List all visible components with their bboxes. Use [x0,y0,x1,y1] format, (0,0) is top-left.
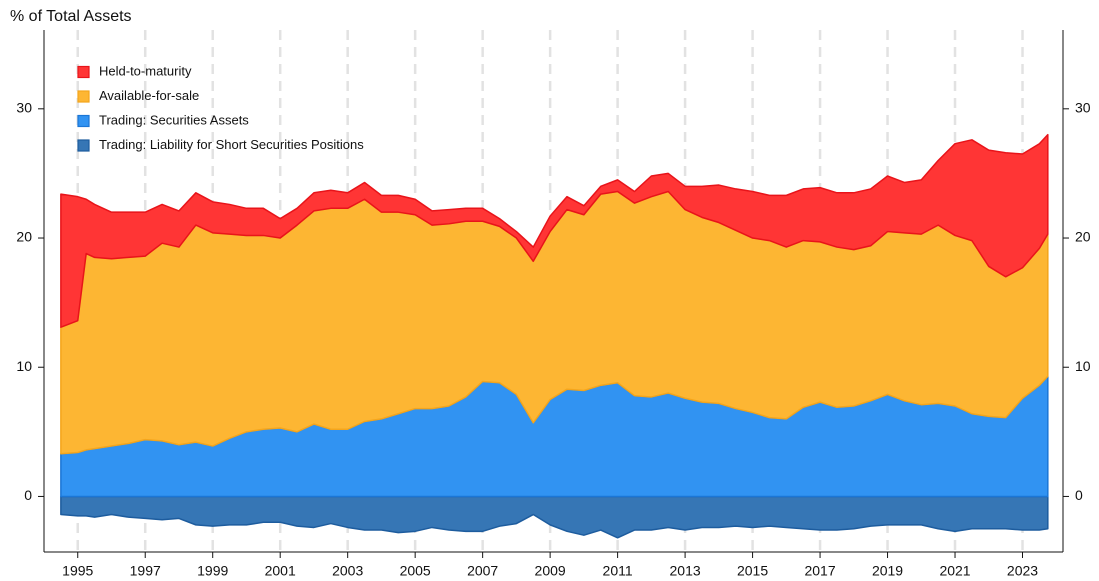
y2-tick-label: 0 [1075,487,1083,503]
x-tick-label: 2013 [670,563,701,579]
legend-swatch [77,65,90,79]
area [60,133,1049,328]
y-tick-label: 20 [16,229,32,245]
x-tick-label: 2001 [265,563,296,579]
y-tick-label: 10 [16,358,32,374]
y2-tick-label: 10 [1075,358,1091,374]
legend-swatch [77,139,90,152]
legend-label: Trading: Liability for Short Securities … [99,137,364,152]
y-tick-label: 0 [24,487,32,503]
legend: Held-to-maturity Available-for-sale Tradin… [77,63,364,152]
plot-area [60,133,1049,539]
x-tick-label: 2023 [1007,563,1038,579]
x-tick-label: 1995 [62,563,93,579]
area [60,495,1049,539]
y-tick-label: 30 [16,100,32,116]
legend-label: Trading: Securities Assets [99,112,249,127]
x-tick-label: 2015 [737,563,768,579]
x-tick-label: 1999 [197,563,228,579]
legend-label: Available-for-sale [99,88,199,103]
x-tick-label: 2019 [872,563,903,579]
legend-swatch [77,114,90,128]
y-axis-title: % of Total Assets [10,8,132,25]
x-tick-label: 2017 [804,563,835,579]
x-tick-label: 2009 [535,563,566,579]
x-tick-label: 1997 [130,563,161,579]
x-tick-label: 2007 [467,563,498,579]
legend-label: Held-to-maturity [99,63,192,78]
axes: 1995 1997 1999 2001 2003 2005 2007 2009 2011 2013… [16,30,1091,579]
x-tick-label: 2011 [603,563,633,579]
x-tick-label: 2021 [939,563,970,579]
x-tick-label: 2005 [400,563,431,579]
y2-tick-label: 20 [1075,229,1091,245]
x-tick-label: 2003 [332,563,363,579]
legend-swatch [77,90,90,103]
y2-tick-label: 30 [1075,100,1091,116]
